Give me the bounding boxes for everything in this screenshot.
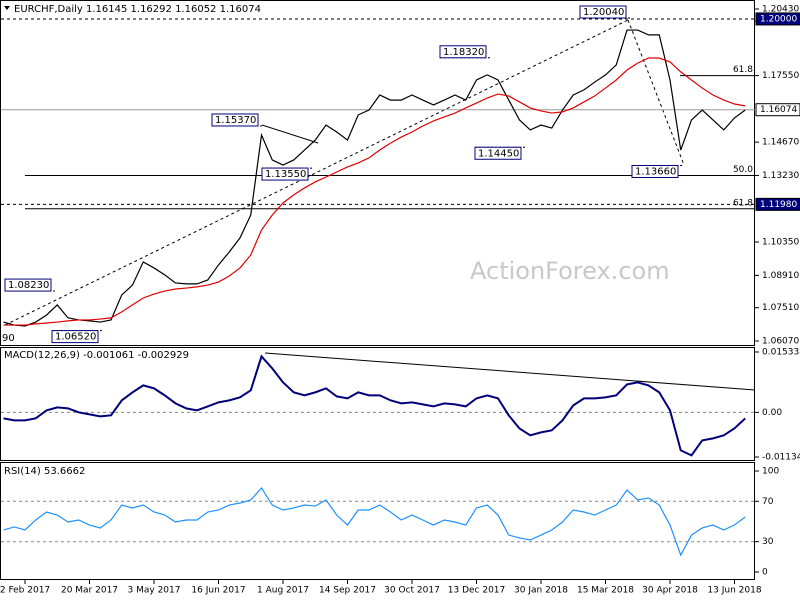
level-label: 1.16074 (760, 105, 797, 115)
level-box (755, 103, 800, 117)
y-tick-label: 1.06070 (762, 337, 799, 347)
x-tick-label: 15 Mar 2018 (577, 586, 634, 596)
level-label: 1.20000 (760, 14, 797, 24)
fib-label: 50.0 (733, 165, 753, 175)
chart-title: EURCHF,Daily 1.16145 1.16292 1.16052 1.1… (14, 4, 261, 15)
y-tick-label: 70 (762, 497, 774, 507)
watermark: ActionForex.com (470, 257, 670, 285)
annotation-box (51, 330, 99, 344)
macd-trend-line (264, 352, 756, 391)
series-line (3, 29, 746, 327)
annotation-box (579, 5, 627, 19)
trend-line (627, 19, 685, 166)
macd-title: MACD(12,26,9) -0.001061 -0.002929 (4, 350, 189, 361)
trend-line (261, 124, 319, 144)
level-label: 1.11980 (760, 200, 797, 210)
y-tick-label: 100 (762, 467, 779, 477)
rsi-title: RSI(14) 53.6662 (4, 466, 85, 477)
y-tick-label: 1.10350 (762, 238, 799, 248)
macd-panel (0, 347, 755, 461)
annotation-label: 1.18320 (443, 47, 484, 58)
annotation-label: 1.08230 (8, 280, 49, 291)
annotation-label: 1.14450 (478, 148, 519, 159)
x-tick-label: 14 Sep 2017 (319, 586, 376, 596)
y-tick-label: 0 (762, 568, 768, 578)
x-tick-label: 20 Mar 2017 (61, 586, 118, 596)
y-tick-label: 1.14670 (762, 138, 799, 148)
x-tick-label: 30 Apr 2018 (642, 586, 698, 596)
annotation-label: 1.20040 (583, 7, 624, 18)
y-tick-label: 1.13230 (762, 171, 799, 181)
annotation-box (4, 278, 52, 292)
series-line (3, 57, 746, 326)
annotation-box (439, 45, 487, 59)
series-line (3, 486, 746, 557)
menu-arrow (4, 6, 10, 10)
x-tick-label: 30 Jan 2018 (514, 586, 568, 596)
y-tick-label: 1.07510 (762, 303, 799, 313)
annotation-label: 1.13550 (265, 169, 306, 180)
x-tick-label: 13 Jun 2018 (707, 586, 761, 596)
level-box (755, 12, 800, 26)
x-tick-label: 3 May 2017 (128, 586, 181, 596)
y-tick-label: 30 (762, 537, 774, 547)
price-panel (0, 0, 755, 346)
y-tick-label: 1.08910 (762, 271, 799, 281)
y-tick-label: 1.20430 (762, 5, 799, 15)
y-tick-label: 0.015338 (762, 348, 800, 358)
fib-label: 61.8 (733, 65, 753, 75)
annotation-label: 1.06520 (55, 332, 96, 343)
y-tick-label: 1.17550 (762, 71, 799, 81)
annotation-box (631, 165, 679, 179)
y-tick-label: -0.01134 (762, 453, 800, 463)
annotation-box (474, 146, 522, 160)
x-tick-label: 13 Dec 2017 (448, 586, 506, 596)
trend-line (4, 19, 629, 326)
fib-label: 61.8 (733, 198, 753, 208)
rsi-panel (0, 462, 755, 580)
annotation-label: 1.15370 (215, 115, 256, 126)
y-tick-label: 0.00 (762, 408, 782, 418)
x-tick-label: 30 Oct 2017 (384, 586, 440, 596)
corner-label: 90 (2, 333, 15, 344)
series-line (3, 354, 746, 457)
x-tick-label: 2 Feb 2017 (0, 586, 50, 596)
annotation-label: 1.13660 (635, 167, 676, 178)
x-tick-label: 16 Jun 2017 (191, 586, 245, 596)
level-box (755, 197, 800, 211)
annotation-box (211, 113, 259, 127)
annotation-box (261, 167, 309, 181)
x-tick-label: 1 Aug 2017 (257, 586, 309, 596)
